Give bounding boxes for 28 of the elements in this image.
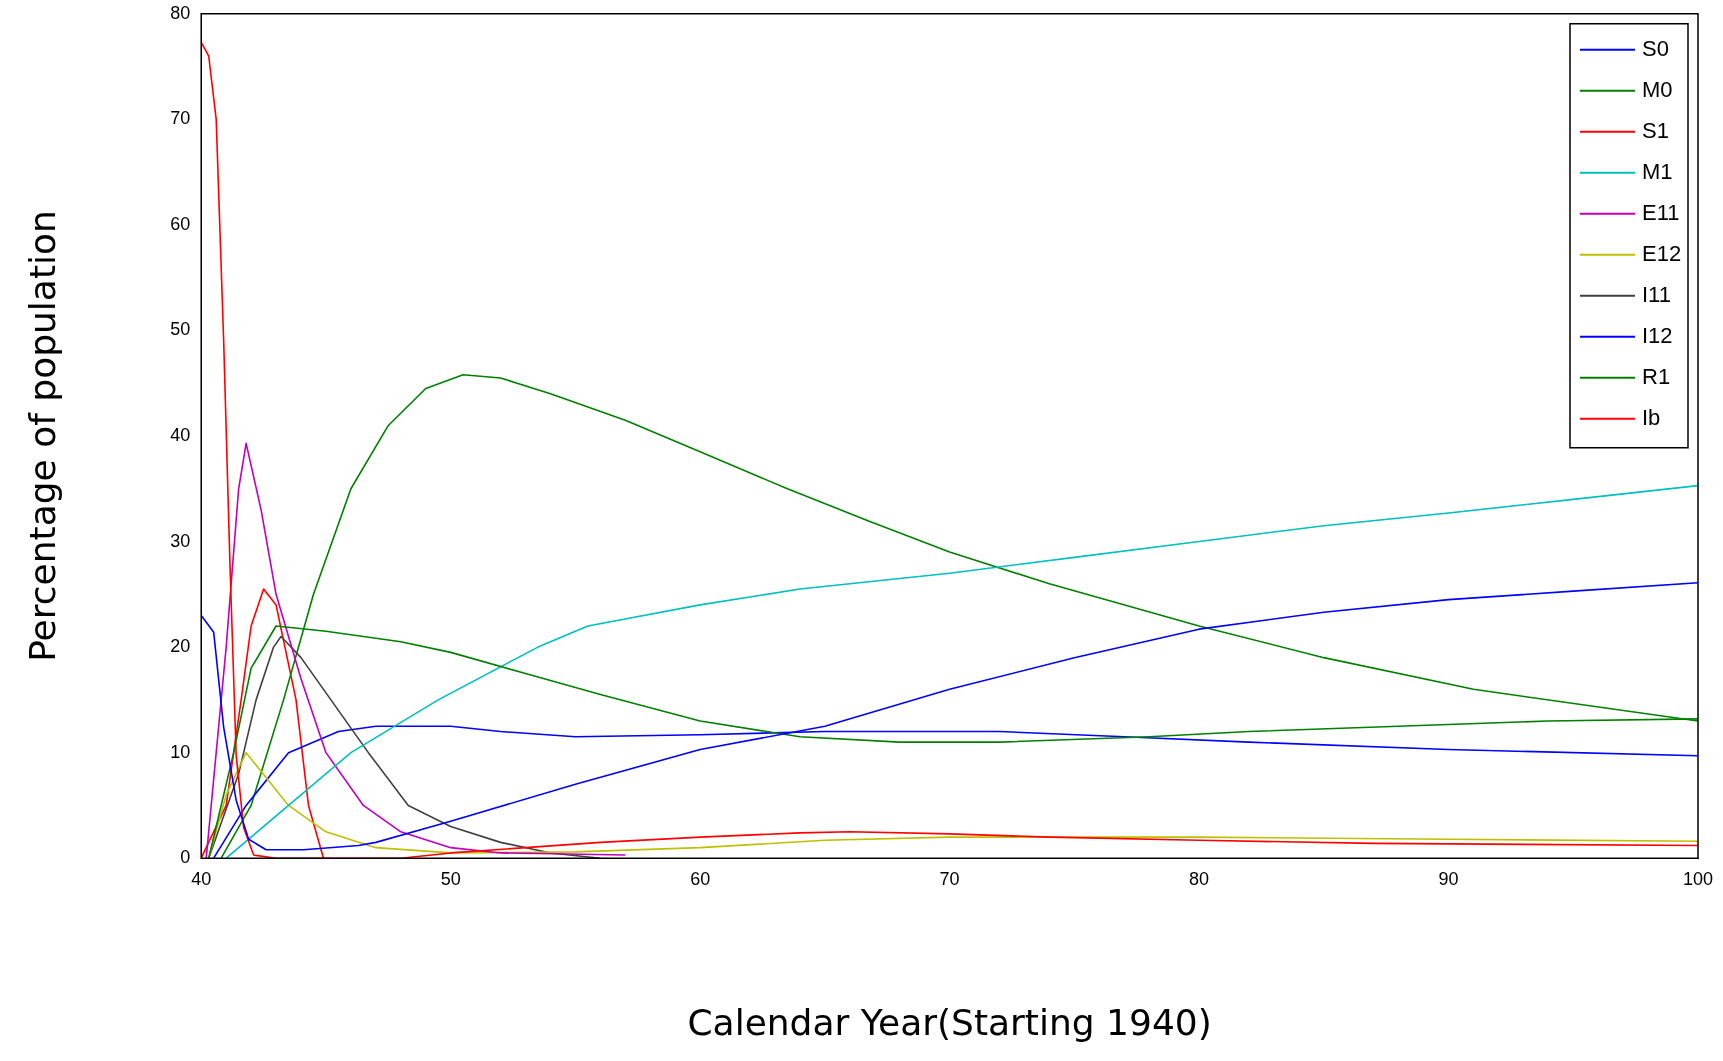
x-tick-label: 90 <box>1438 868 1459 889</box>
legend-label: I11 <box>1642 281 1671 307</box>
y-tick-label: 50 <box>170 319 191 340</box>
legend-label: S0 <box>1642 35 1669 61</box>
y-tick-label: 10 <box>170 741 191 762</box>
legend-label: M1 <box>1642 158 1673 184</box>
y-tick-label: 80 <box>170 2 191 23</box>
legend-label: M0 <box>1642 76 1673 102</box>
y-tick-label: 40 <box>170 424 191 445</box>
x-tick-label: 60 <box>690 868 711 889</box>
y-tick-label: 0 <box>180 847 191 868</box>
legend-label: E12 <box>1642 240 1682 266</box>
x-tick-label: 70 <box>939 868 960 889</box>
x-tick-label: 40 <box>191 868 212 889</box>
x-axis-title: Calendar Year(Starting 1940) <box>687 1001 1212 1043</box>
y-tick-label: 70 <box>170 108 191 129</box>
x-tick-label: 80 <box>1189 868 1210 889</box>
y-tick-label: 30 <box>170 530 191 551</box>
x-tick-label: 100 <box>1682 868 1714 889</box>
legend-label: E11 <box>1642 199 1680 225</box>
y-tick-label: 60 <box>170 213 191 234</box>
y-axis-title: Percentage of population <box>21 210 63 662</box>
x-tick-label: 50 <box>440 868 461 889</box>
legend-label: Ib <box>1642 404 1661 430</box>
legend-label: I12 <box>1642 322 1673 348</box>
legend-label: R1 <box>1642 363 1671 389</box>
legend-label: S1 <box>1642 117 1669 143</box>
y-tick-label: 20 <box>170 636 191 657</box>
